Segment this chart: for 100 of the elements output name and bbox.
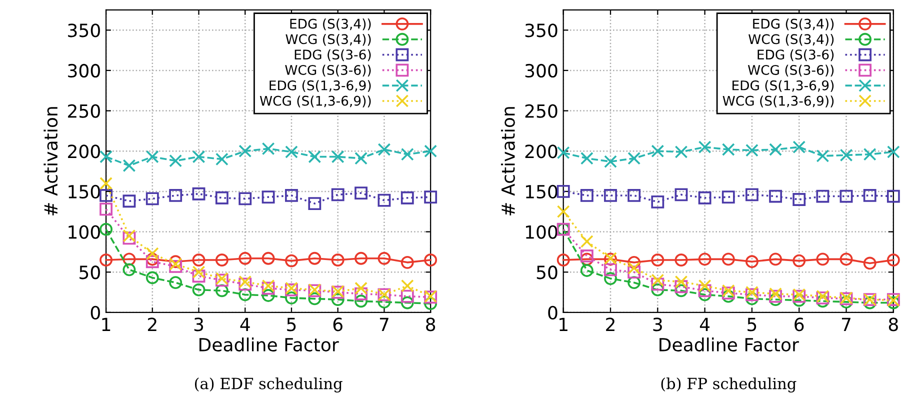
point bbox=[424, 144, 438, 158]
point bbox=[100, 176, 112, 190]
point bbox=[285, 145, 298, 158]
point bbox=[100, 189, 112, 202]
y-tick-label: 0 bbox=[90, 306, 100, 320]
y-tick-label: 50 bbox=[80, 266, 100, 280]
x-tick-label: 2 bbox=[148, 318, 156, 332]
point bbox=[674, 284, 688, 298]
point bbox=[354, 186, 368, 200]
x-tick-label: 4 bbox=[700, 318, 710, 332]
point bbox=[722, 143, 735, 156]
point bbox=[886, 190, 900, 203]
point bbox=[308, 252, 322, 265]
y-tick-label: 100 bbox=[526, 225, 558, 239]
point bbox=[169, 255, 182, 268]
x-tick-label: 5 bbox=[287, 318, 296, 332]
x-tick-label: 7 bbox=[842, 318, 850, 332]
y-tick-label: 350 bbox=[525, 24, 558, 38]
point bbox=[169, 276, 182, 290]
legend-label: EDG (S(3-6) bbox=[294, 49, 371, 62]
x-tick-label: 3 bbox=[194, 318, 204, 332]
point bbox=[698, 279, 712, 292]
x-tick-label: 4 bbox=[240, 318, 250, 332]
point bbox=[863, 148, 876, 161]
point bbox=[238, 252, 252, 265]
point bbox=[769, 143, 782, 156]
text: (a) EDF scheduling bbox=[194, 377, 342, 392]
x-tick-label: 7 bbox=[380, 318, 388, 332]
point bbox=[745, 188, 758, 202]
x-axis-title: Deadline Factor bbox=[200, 338, 339, 352]
x-tick-label: 6 bbox=[794, 318, 804, 332]
x-tick-label: 2 bbox=[606, 318, 614, 332]
point bbox=[100, 222, 112, 236]
point bbox=[698, 191, 712, 204]
point bbox=[308, 150, 322, 164]
point bbox=[580, 189, 594, 202]
point bbox=[331, 254, 344, 266]
point bbox=[792, 140, 806, 154]
point bbox=[238, 144, 252, 158]
point bbox=[122, 194, 136, 208]
point bbox=[238, 192, 252, 206]
point bbox=[354, 152, 368, 165]
point bbox=[400, 296, 414, 310]
point bbox=[580, 152, 594, 165]
point bbox=[674, 145, 688, 158]
point bbox=[122, 232, 136, 245]
point bbox=[651, 195, 664, 208]
point bbox=[122, 252, 136, 266]
point bbox=[169, 189, 182, 202]
point bbox=[331, 293, 344, 306]
point bbox=[192, 283, 206, 296]
point bbox=[674, 280, 688, 294]
point bbox=[816, 190, 830, 203]
point bbox=[378, 194, 391, 207]
y-tick-label: 350 bbox=[68, 24, 100, 38]
point bbox=[698, 140, 712, 154]
point bbox=[100, 202, 112, 216]
point bbox=[215, 152, 228, 166]
x-tick-label: 1 bbox=[102, 318, 110, 332]
point bbox=[169, 258, 182, 270]
point bbox=[769, 190, 782, 203]
point bbox=[238, 278, 252, 291]
point bbox=[886, 254, 900, 266]
point bbox=[424, 254, 438, 266]
legend-label: WCG (S(3,4)) bbox=[286, 34, 371, 46]
point bbox=[262, 142, 275, 156]
point bbox=[238, 288, 252, 302]
point bbox=[192, 150, 206, 164]
x-axis-title: Deadline Factor bbox=[660, 338, 799, 352]
point bbox=[215, 284, 228, 298]
point bbox=[378, 143, 391, 156]
x-tick-label: 3 bbox=[653, 318, 662, 332]
point bbox=[331, 150, 344, 164]
y-tick-label: 250 bbox=[525, 104, 558, 118]
point bbox=[400, 191, 414, 204]
point bbox=[331, 188, 344, 202]
point bbox=[192, 254, 206, 266]
point bbox=[192, 187, 206, 200]
legend-label: EDG (S(3,4)) bbox=[290, 18, 371, 30]
point bbox=[840, 190, 853, 203]
legend-label: EDG (S(3,4)) bbox=[753, 18, 834, 30]
y-tick-label: 100 bbox=[68, 225, 100, 239]
point bbox=[354, 294, 368, 308]
point bbox=[628, 276, 641, 290]
point bbox=[863, 256, 876, 270]
legend-label: EDG (S(3-6) bbox=[758, 49, 834, 62]
point bbox=[400, 290, 414, 303]
point bbox=[215, 254, 228, 266]
point bbox=[722, 252, 735, 266]
point bbox=[769, 287, 782, 300]
legend-label: EDG (S(1,3-6,9) bbox=[270, 80, 371, 92]
point bbox=[308, 292, 322, 306]
point bbox=[100, 150, 112, 164]
x-tick-label: 1 bbox=[560, 318, 568, 332]
point bbox=[262, 279, 275, 292]
point bbox=[745, 286, 758, 299]
point bbox=[424, 190, 438, 204]
point bbox=[651, 278, 664, 291]
point bbox=[192, 270, 206, 283]
point bbox=[262, 289, 275, 302]
